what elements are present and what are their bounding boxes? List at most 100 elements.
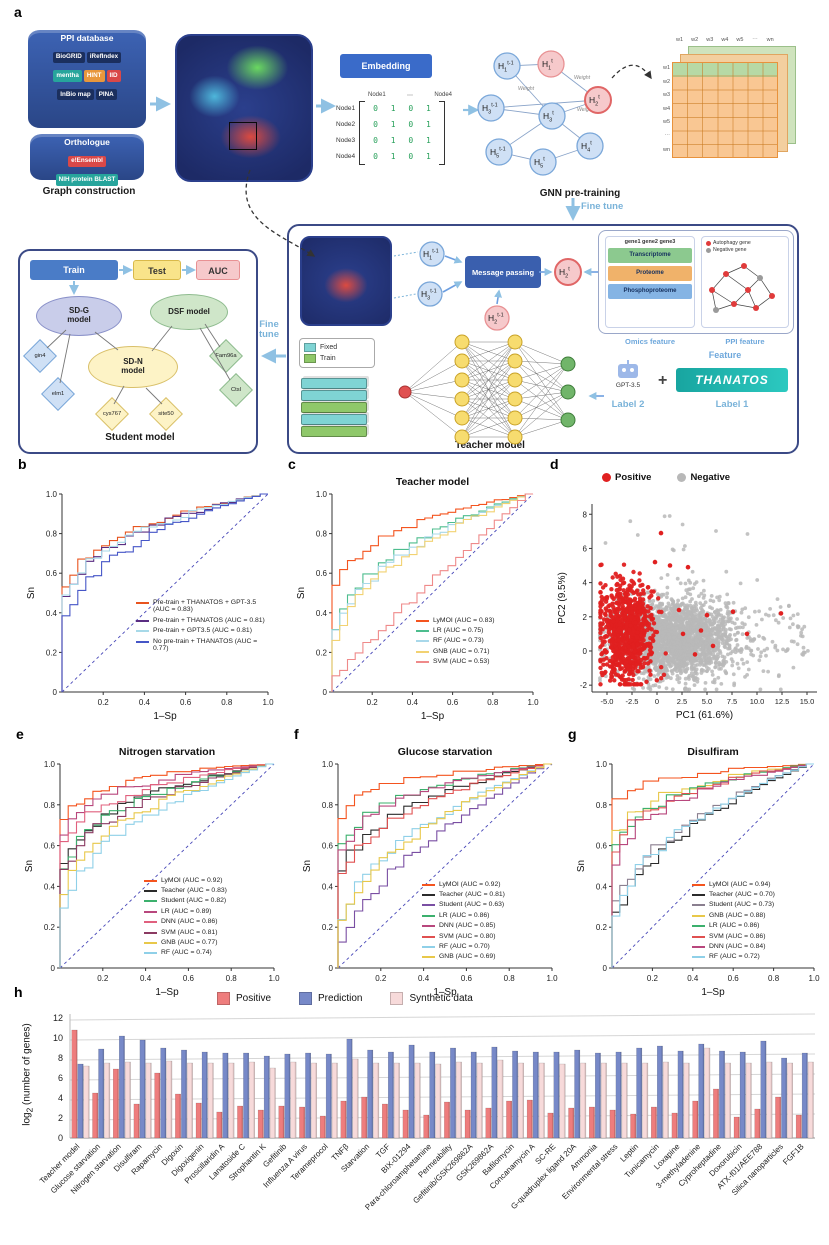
svg-text:PC2 (9.5%): PC2 (9.5%) <box>557 572 568 624</box>
svg-text:0.6: 0.6 <box>461 974 473 983</box>
svg-text:0.4: 0.4 <box>140 974 152 983</box>
svg-text:0.4: 0.4 <box>596 882 608 891</box>
svg-text:0.6: 0.6 <box>596 842 608 851</box>
adjacency-header-right: Node4 <box>434 92 452 98</box>
gnn-pretraining-caption: GNN pre-training <box>539 188 621 199</box>
embedding-box: Embedding <box>340 54 432 78</box>
fixed-label: Fixed <box>320 344 338 351</box>
svg-text:0.8: 0.8 <box>596 801 608 810</box>
panel-d: d Positive Negative -5.0 -2.5 0 2.5 5.0 7.5 10.… <box>550 456 825 728</box>
db-chip-inbiomap: InBio map <box>57 89 94 101</box>
adjacency-row-values: 0 1 0 1 <box>373 104 435 113</box>
adjacency-row-label: Node4 <box>336 153 356 160</box>
svg-text:Sn: Sn <box>576 860 587 872</box>
svg-text:1.0: 1.0 <box>322 760 334 769</box>
svg-text:1.0: 1.0 <box>546 974 558 983</box>
svg-text:Terameprocol: Terameprocol <box>289 1142 330 1183</box>
db-chip-irefindex: iRefIndex <box>86 51 122 63</box>
svg-text:0.2: 0.2 <box>46 648 58 657</box>
svg-text:10: 10 <box>53 1033 63 1043</box>
ppi-legend-autophagy: Autophagy gene <box>706 240 786 246</box>
roc-legend-b: Pre-train + THANATOS + GPT-3.5 (AUC = 0.… <box>136 596 268 653</box>
train-swatch <box>304 354 316 363</box>
svg-text:0.6: 0.6 <box>180 698 192 707</box>
svg-text:Nitrogen starvation: Nitrogen starvation <box>119 746 215 758</box>
svg-text:0: 0 <box>323 688 328 697</box>
svg-text:1.0: 1.0 <box>44 760 56 769</box>
pca-scatter-d: -5.0 -2.5 0 2.5 5.0 7.5 10.0 12.5 15.0 -2 0 2 4 6 8 PC1… <box>557 504 817 721</box>
svg-text:1–Sp: 1–Sp <box>153 711 177 722</box>
roc-legend-g: LyMOI (AUC = 0.94) Teacher (AUC = 0.70) St… <box>692 878 818 961</box>
panel-g: g 0.2 0.4 0.6 0.8 1.0 0 0.2 0.4 0.6 0.8 1.0 1–Sp Sn D… <box>568 726 824 1004</box>
scatter-legend: Positive Negative <box>602 472 730 483</box>
svg-text:Weight: Weight <box>574 75 591 81</box>
svg-text:Sn: Sn <box>24 860 35 872</box>
svg-text:0: 0 <box>58 1133 63 1143</box>
panel-b: b 0.2 0.4 0.6 0.8 1.0 0 0.2 0.4 0.6 0.8 1.0 1–Sp Sn … <box>18 456 278 728</box>
frozen-layer-bar <box>301 378 367 389</box>
panel-label-a: a <box>14 4 22 20</box>
matrix-bracket-left <box>359 101 366 165</box>
svg-text:Glucose starvation: Glucose starvation <box>398 746 493 758</box>
roc-legend-f: LyMOI (AUC = 0.92) Teacher (AUC = 0.81) St… <box>422 878 552 961</box>
svg-text:2.5: 2.5 <box>677 697 687 706</box>
svg-text:0: 0 <box>583 647 588 656</box>
orthologue-db: Orthologue e!Ensembl NIH protein BLAST <box>30 134 144 186</box>
label-1: Label 1 <box>715 399 749 410</box>
adjacency-row-label: Node1 <box>336 105 356 112</box>
test-box: Test <box>133 260 181 280</box>
svg-text:0.2: 0.2 <box>596 923 608 932</box>
roc-chart-e: 0.2 0.4 0.6 0.8 1.0 0 0.2 0.4 0.6 0.8 1.0 1–Sp Sn Nit… <box>24 746 280 998</box>
fine-tune-right-label: Fine tune <box>581 201 624 212</box>
adjacency-values: 0 1 0 1 0 1 0 1 0 1 0 1 0 1 0 1 <box>365 101 439 165</box>
svg-text:1.0: 1.0 <box>262 698 274 707</box>
svg-text:Disulfiram: Disulfiram <box>687 746 738 758</box>
svg-text:0.8: 0.8 <box>46 530 58 539</box>
panel-f: f 0.2 0.4 0.6 0.8 1.0 0 0.2 0.4 0.6 0.8 1.0 1–Sp Sn G… <box>294 726 562 1004</box>
wm-row-headers: w1 w2 w3 w4 w5 ⋯ wn <box>662 65 670 153</box>
omics-feature-card: gene1 gene2 gene3 Transcriptome Proteome… <box>605 236 695 328</box>
svg-text:0.4: 0.4 <box>407 698 419 707</box>
gray-dot-icon <box>706 247 711 253</box>
svg-text:0.2: 0.2 <box>375 974 387 983</box>
label-2: Label 2 <box>611 399 645 410</box>
svg-text:0.6: 0.6 <box>728 974 740 983</box>
svg-text:H2t: H2t <box>589 95 600 108</box>
gpt-name: GPT-3.5 <box>615 382 641 389</box>
svg-text:0.4: 0.4 <box>316 609 328 618</box>
svg-text:H5t-1: H5t-1 <box>490 147 506 160</box>
adjacency-row-label: Node3 <box>336 137 356 144</box>
svg-text:Sn: Sn <box>296 587 307 599</box>
roc-legend-e: LyMOI (AUC = 0.92) Teacher (AUC = 0.83) St… <box>144 874 274 957</box>
svg-text:0: 0 <box>51 964 56 973</box>
adjacency-matrix: Node1 ⋯ Node4 Node1 Node2 Node3 Node4 0 … <box>336 92 452 165</box>
svg-text:H3t-1: H3t-1 <box>482 103 498 116</box>
svg-text:0.4: 0.4 <box>418 974 430 983</box>
svg-text:-2.5: -2.5 <box>626 697 639 706</box>
fixed-train-legend: Fixed Train <box>299 338 375 368</box>
teacher-model-caption: Teacher model <box>455 440 525 451</box>
svg-text:0.8: 0.8 <box>768 974 780 983</box>
svg-text:6: 6 <box>583 544 588 553</box>
adjacency-row-values: 0 1 0 1 <box>373 136 435 145</box>
panel-label-c: c <box>288 456 296 472</box>
ppi-database: PPI database BioGRID iRefIndex mentha HINT… <box>28 30 146 128</box>
svg-text:0.4: 0.4 <box>46 609 58 618</box>
svg-text:0.2: 0.2 <box>316 648 328 657</box>
svg-text:0.8: 0.8 <box>322 801 334 810</box>
svg-text:0: 0 <box>53 688 58 697</box>
auc-box: AUC <box>196 260 240 280</box>
adjacency-row-values: 0 1 0 1 <box>373 120 435 129</box>
svg-text:2: 2 <box>58 1113 63 1123</box>
svg-text:8: 8 <box>583 510 588 519</box>
roc-chart-c: 0.2 0.4 0.6 0.8 1.0 0 0.2 0.4 0.6 0.8 1.0 1–Sp Sn Tea… <box>296 476 539 722</box>
ppi-legend-negative: Negative gene <box>706 247 786 253</box>
svg-text:7.5: 7.5 <box>727 697 737 706</box>
svg-text:0.4: 0.4 <box>44 882 56 891</box>
orthologue-title: Orthologue <box>64 137 110 147</box>
message-passing-box: Message passing <box>465 256 541 288</box>
roc-chart-g: 0.2 0.4 0.6 0.8 1.0 0 0.2 0.4 0.6 0.8 1.0 1–Sp Sn Dis… <box>576 746 820 998</box>
ppi-feature-card: Autophagy gene Negative gene <box>701 236 789 328</box>
